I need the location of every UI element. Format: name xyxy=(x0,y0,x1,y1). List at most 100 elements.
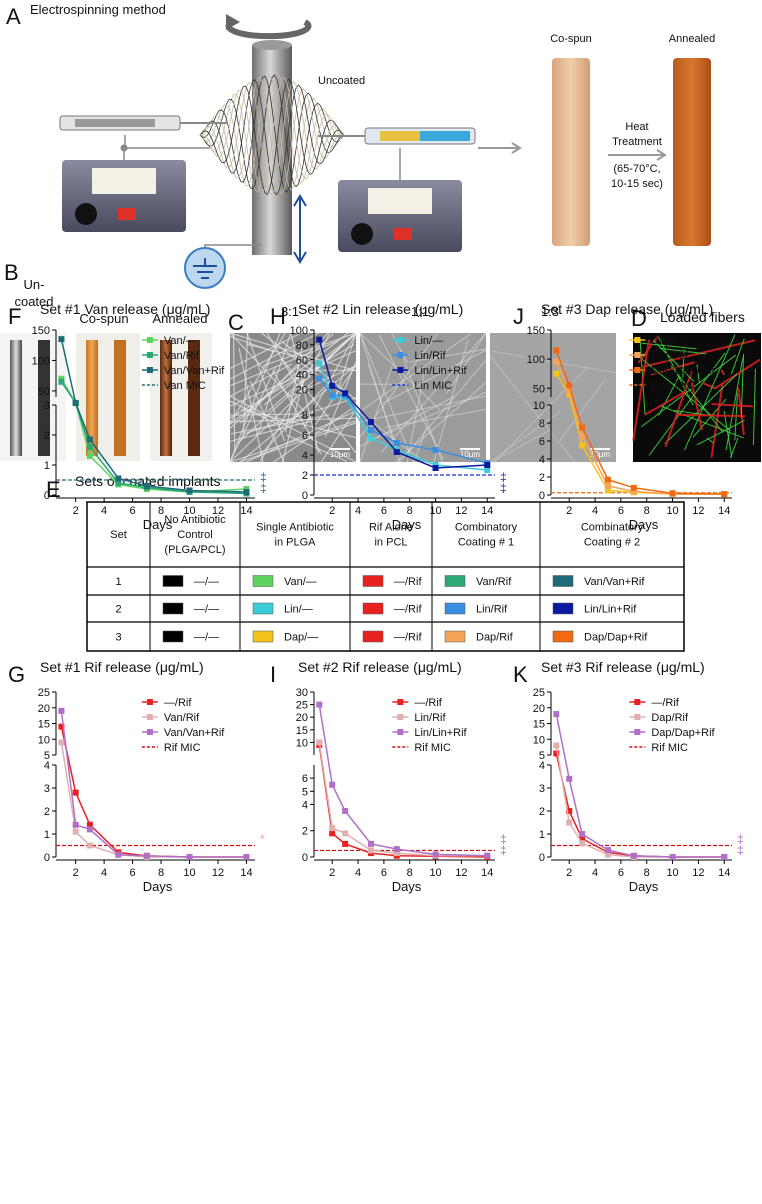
data-point xyxy=(143,852,150,859)
coating-label: Van/Van+Rif xyxy=(584,576,645,588)
y-tick-label: 1 xyxy=(44,460,50,472)
x-tick-label: 8 xyxy=(644,505,650,517)
swatch xyxy=(552,575,574,587)
data-point xyxy=(329,392,336,399)
fiber xyxy=(390,332,409,364)
y-tick-label: 20 xyxy=(533,703,545,715)
data-point xyxy=(432,465,439,471)
y-tick-label: 2 xyxy=(302,470,308,482)
legend-label: —/Rif xyxy=(414,697,442,709)
legend-label: Dap/— xyxy=(651,335,685,347)
data-point xyxy=(630,484,637,491)
data-point xyxy=(86,436,93,443)
x-tick-label: 12 xyxy=(212,867,224,879)
fiber xyxy=(232,332,236,451)
set-number: 1 xyxy=(115,576,121,588)
x-tick-label: 4 xyxy=(355,505,361,517)
y-tick-label: 15 xyxy=(38,719,50,731)
data-point xyxy=(186,487,193,494)
column-header: Control xyxy=(177,529,212,541)
y-tick-label: 5 xyxy=(302,786,308,798)
co-spun-tube xyxy=(552,58,590,246)
data-point xyxy=(721,491,728,498)
y-tick-label: 6 xyxy=(302,773,308,785)
fiber xyxy=(641,354,737,428)
y-tick-label: 150 xyxy=(527,325,545,337)
y-tick-label: 5 xyxy=(44,750,50,762)
fiber xyxy=(385,408,487,428)
annotation: ‡ xyxy=(260,481,267,495)
panel-letter: B xyxy=(4,260,19,285)
data-point xyxy=(579,433,586,440)
y-tick-label: 15 xyxy=(296,725,308,737)
legend-label: Van/Rif xyxy=(164,350,200,362)
y-tick-label: 10 xyxy=(38,734,50,746)
x-tick-label: 14 xyxy=(240,505,252,517)
panel-a: A Electrospinning method Uncoated Co-spu… xyxy=(6,2,715,289)
x-axis-label: Days xyxy=(392,879,422,894)
column-header: (PLGA/PCL) xyxy=(164,544,225,556)
x-tick-label: 10 xyxy=(183,505,195,517)
data-point xyxy=(58,378,65,385)
panel-letter: K xyxy=(513,662,528,687)
fiber xyxy=(199,75,345,193)
panel-letter: A xyxy=(6,4,21,29)
data-point xyxy=(484,852,491,859)
coating-label: Lin/Lin+Rif xyxy=(584,604,637,616)
fiber xyxy=(242,332,249,439)
fiber xyxy=(637,335,659,364)
panel-d: D Loaded fibers xyxy=(631,306,761,462)
series-line xyxy=(60,742,247,858)
meter xyxy=(92,168,156,194)
data-point xyxy=(86,842,93,849)
y-tick-label: 6 xyxy=(539,436,545,448)
chart-title: Set #1 Rif release (μg/mL) xyxy=(40,659,204,675)
fiber xyxy=(711,403,754,408)
data-point xyxy=(316,375,323,382)
y-tick-label: 1 xyxy=(44,829,50,841)
data-point xyxy=(86,821,93,828)
legend-label: Lin/Rif xyxy=(414,712,446,724)
fiber xyxy=(632,339,651,441)
y-tick-label: 4 xyxy=(44,760,50,772)
fiber xyxy=(714,358,761,389)
series-line xyxy=(60,726,247,858)
legend-label: —/Rif xyxy=(651,697,679,709)
data-point xyxy=(566,382,573,389)
x-tick-label: 2 xyxy=(566,505,572,517)
fiber xyxy=(239,332,329,424)
data-point xyxy=(566,808,573,814)
legend-label: Van MIC xyxy=(164,380,206,392)
annotation: ‡ xyxy=(500,481,507,495)
y-tick-label: 30 xyxy=(296,687,308,699)
annotation: ‡ xyxy=(500,470,507,484)
x-tick-label: 10 xyxy=(666,867,678,879)
data-point xyxy=(579,442,586,449)
fiber xyxy=(658,377,679,416)
ground-symbol xyxy=(193,258,217,279)
fluorescent-fibers xyxy=(632,334,761,459)
data-point xyxy=(329,825,336,832)
data-point xyxy=(630,488,637,495)
fiber xyxy=(494,366,589,463)
fiber xyxy=(199,76,345,194)
rod xyxy=(38,340,50,456)
fiber xyxy=(395,382,487,463)
fiber xyxy=(324,361,357,438)
set-number: 3 xyxy=(115,632,121,644)
data-point xyxy=(393,850,400,857)
knob xyxy=(351,223,373,245)
chart-title: Set #2 Rif release (μg/mL) xyxy=(298,659,462,675)
data-point xyxy=(58,375,65,382)
sem-fibers xyxy=(229,332,617,463)
legend-label: Dap/Dap+Rif xyxy=(651,727,715,739)
data-point xyxy=(342,808,349,814)
fiber xyxy=(229,332,320,380)
swatch xyxy=(162,575,184,587)
y-tick-label: 50 xyxy=(38,386,50,398)
y-tick-label: 0 xyxy=(539,852,545,864)
label: 10-15 sec) xyxy=(611,178,663,190)
panel-letter: G xyxy=(8,662,25,687)
y-tick-label: 3 xyxy=(539,783,545,795)
data-point xyxy=(566,775,573,782)
